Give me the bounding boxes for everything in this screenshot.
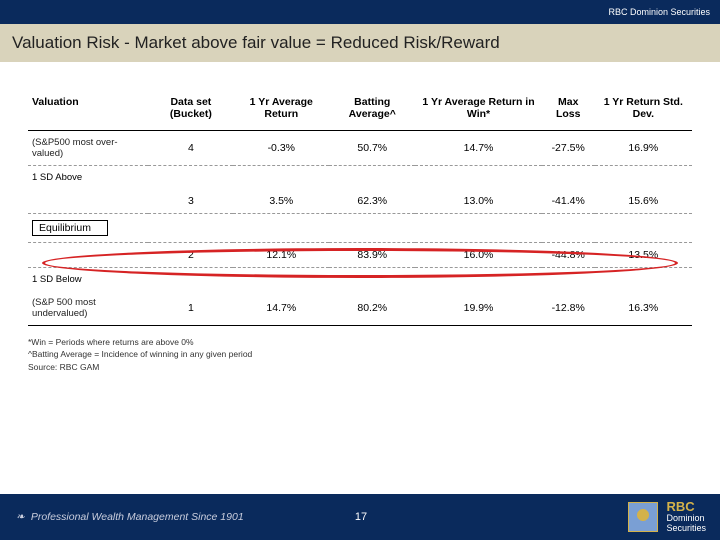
table-row: 212.1%83.9%16.0%-44.8%13.5% <box>28 243 692 268</box>
title-band: Valuation Risk - Market above fair value… <box>0 24 720 62</box>
row-label <box>28 243 148 268</box>
logo-name: RBC <box>666 500 706 514</box>
table-cell: 62.3% <box>329 189 415 214</box>
table-cell: 12.1% <box>233 243 329 268</box>
footer-tagline: Professional Wealth Management Since 190… <box>31 511 244 523</box>
table-row: (S&P 500 most undervalued)114.7%80.2%19.… <box>28 291 692 326</box>
rbc-logo-icon <box>628 502 658 532</box>
table-cell: 19.9% <box>415 291 542 326</box>
table-cell <box>233 214 329 243</box>
page-number: 17 <box>331 511 391 523</box>
table-cell <box>148 214 233 243</box>
col-bucket: Data set (Bucket) <box>148 90 233 131</box>
logo-sub-2: Securities <box>666 524 706 534</box>
table-cell: -41.4% <box>542 189 595 214</box>
row-label: 1 SD Above <box>28 166 148 190</box>
table-body: (S&P500 most over-valued)4-0.3%50.7%14.7… <box>28 131 692 326</box>
table-cell <box>329 214 415 243</box>
table-cell <box>542 214 595 243</box>
row-label: 1 SD Below <box>28 268 148 292</box>
brand-text: RBC Dominion Securities <box>608 7 710 17</box>
footnote-3: Source: RBC GAM <box>28 361 692 373</box>
table-row: (S&P500 most over-valued)4-0.3%50.7%14.7… <box>28 131 692 166</box>
table-wrap: Valuation Data set (Bucket) 1 Yr Average… <box>28 90 692 326</box>
table-cell: -0.3% <box>233 131 329 166</box>
footnote-2: ^Batting Average = Incidence of winning … <box>28 348 692 360</box>
content-area: Valuation Data set (Bucket) 1 Yr Average… <box>0 62 720 373</box>
table-cell: 14.7% <box>233 291 329 326</box>
table-cell <box>233 268 329 292</box>
row-label: Equilibrium <box>28 214 148 243</box>
table-row: 1 SD Above <box>28 166 692 190</box>
footer-tagline-wrap: ❧ Professional Wealth Management Since 1… <box>0 511 331 523</box>
footnotes: *Win = Periods where returns are above 0… <box>28 336 692 373</box>
table-cell <box>415 214 542 243</box>
row-label: (S&P 500 most undervalued) <box>28 291 148 326</box>
col-batting: Batting Average^ <box>329 90 415 131</box>
table-cell <box>595 268 692 292</box>
table-cell: 50.7% <box>329 131 415 166</box>
table-cell: 15.6% <box>595 189 692 214</box>
table-cell: 1 <box>148 291 233 326</box>
table-cell: 3.5% <box>233 189 329 214</box>
table-cell: 14.7% <box>415 131 542 166</box>
table-cell <box>595 214 692 243</box>
footer-logo-wrap: RBC Dominion Securities <box>391 500 720 534</box>
footer-bar: ❧ Professional Wealth Management Since 1… <box>0 494 720 540</box>
table-cell <box>542 166 595 190</box>
table-cell <box>542 268 595 292</box>
table-cell: 83.9% <box>329 243 415 268</box>
page-title: Valuation Risk - Market above fair value… <box>12 33 500 53</box>
table-cell <box>148 166 233 190</box>
table-cell: 16.9% <box>595 131 692 166</box>
table-cell: 2 <box>148 243 233 268</box>
rbc-logo-text: RBC Dominion Securities <box>666 500 706 534</box>
table-cell: -27.5% <box>542 131 595 166</box>
table-cell <box>233 166 329 190</box>
table-cell: 4 <box>148 131 233 166</box>
table-cell: 13.5% <box>595 243 692 268</box>
table-cell: 16.3% <box>595 291 692 326</box>
table-cell <box>148 268 233 292</box>
table-cell <box>329 166 415 190</box>
table-row: 1 SD Below <box>28 268 692 292</box>
table-cell <box>415 268 542 292</box>
table-cell <box>595 166 692 190</box>
valuation-table: Valuation Data set (Bucket) 1 Yr Average… <box>28 90 692 326</box>
table-cell: -12.8% <box>542 291 595 326</box>
table-cell <box>415 166 542 190</box>
table-cell: 80.2% <box>329 291 415 326</box>
table-header: Valuation Data set (Bucket) 1 Yr Average… <box>28 90 692 131</box>
table-cell: 16.0% <box>415 243 542 268</box>
col-std-dev: 1 Yr Return Std. Dev. <box>595 90 692 131</box>
row-label <box>28 189 148 214</box>
table-row: 33.5%62.3%13.0%-41.4%15.6% <box>28 189 692 214</box>
col-return-win: 1 Yr Average Return in Win* <box>415 90 542 131</box>
table-cell: 13.0% <box>415 189 542 214</box>
col-max-loss: Max Loss <box>542 90 595 131</box>
col-avg-return: 1 Yr Average Return <box>233 90 329 131</box>
table-cell: -44.8% <box>542 243 595 268</box>
top-bar: RBC Dominion Securities <box>0 0 720 24</box>
leaf-icon: ❧ <box>16 511 25 523</box>
col-valuation: Valuation <box>28 90 148 131</box>
table-cell: 3 <box>148 189 233 214</box>
table-row: Equilibrium <box>28 214 692 243</box>
table-cell <box>329 268 415 292</box>
footnote-1: *Win = Periods where returns are above 0… <box>28 336 692 348</box>
row-label: (S&P500 most over-valued) <box>28 131 148 166</box>
